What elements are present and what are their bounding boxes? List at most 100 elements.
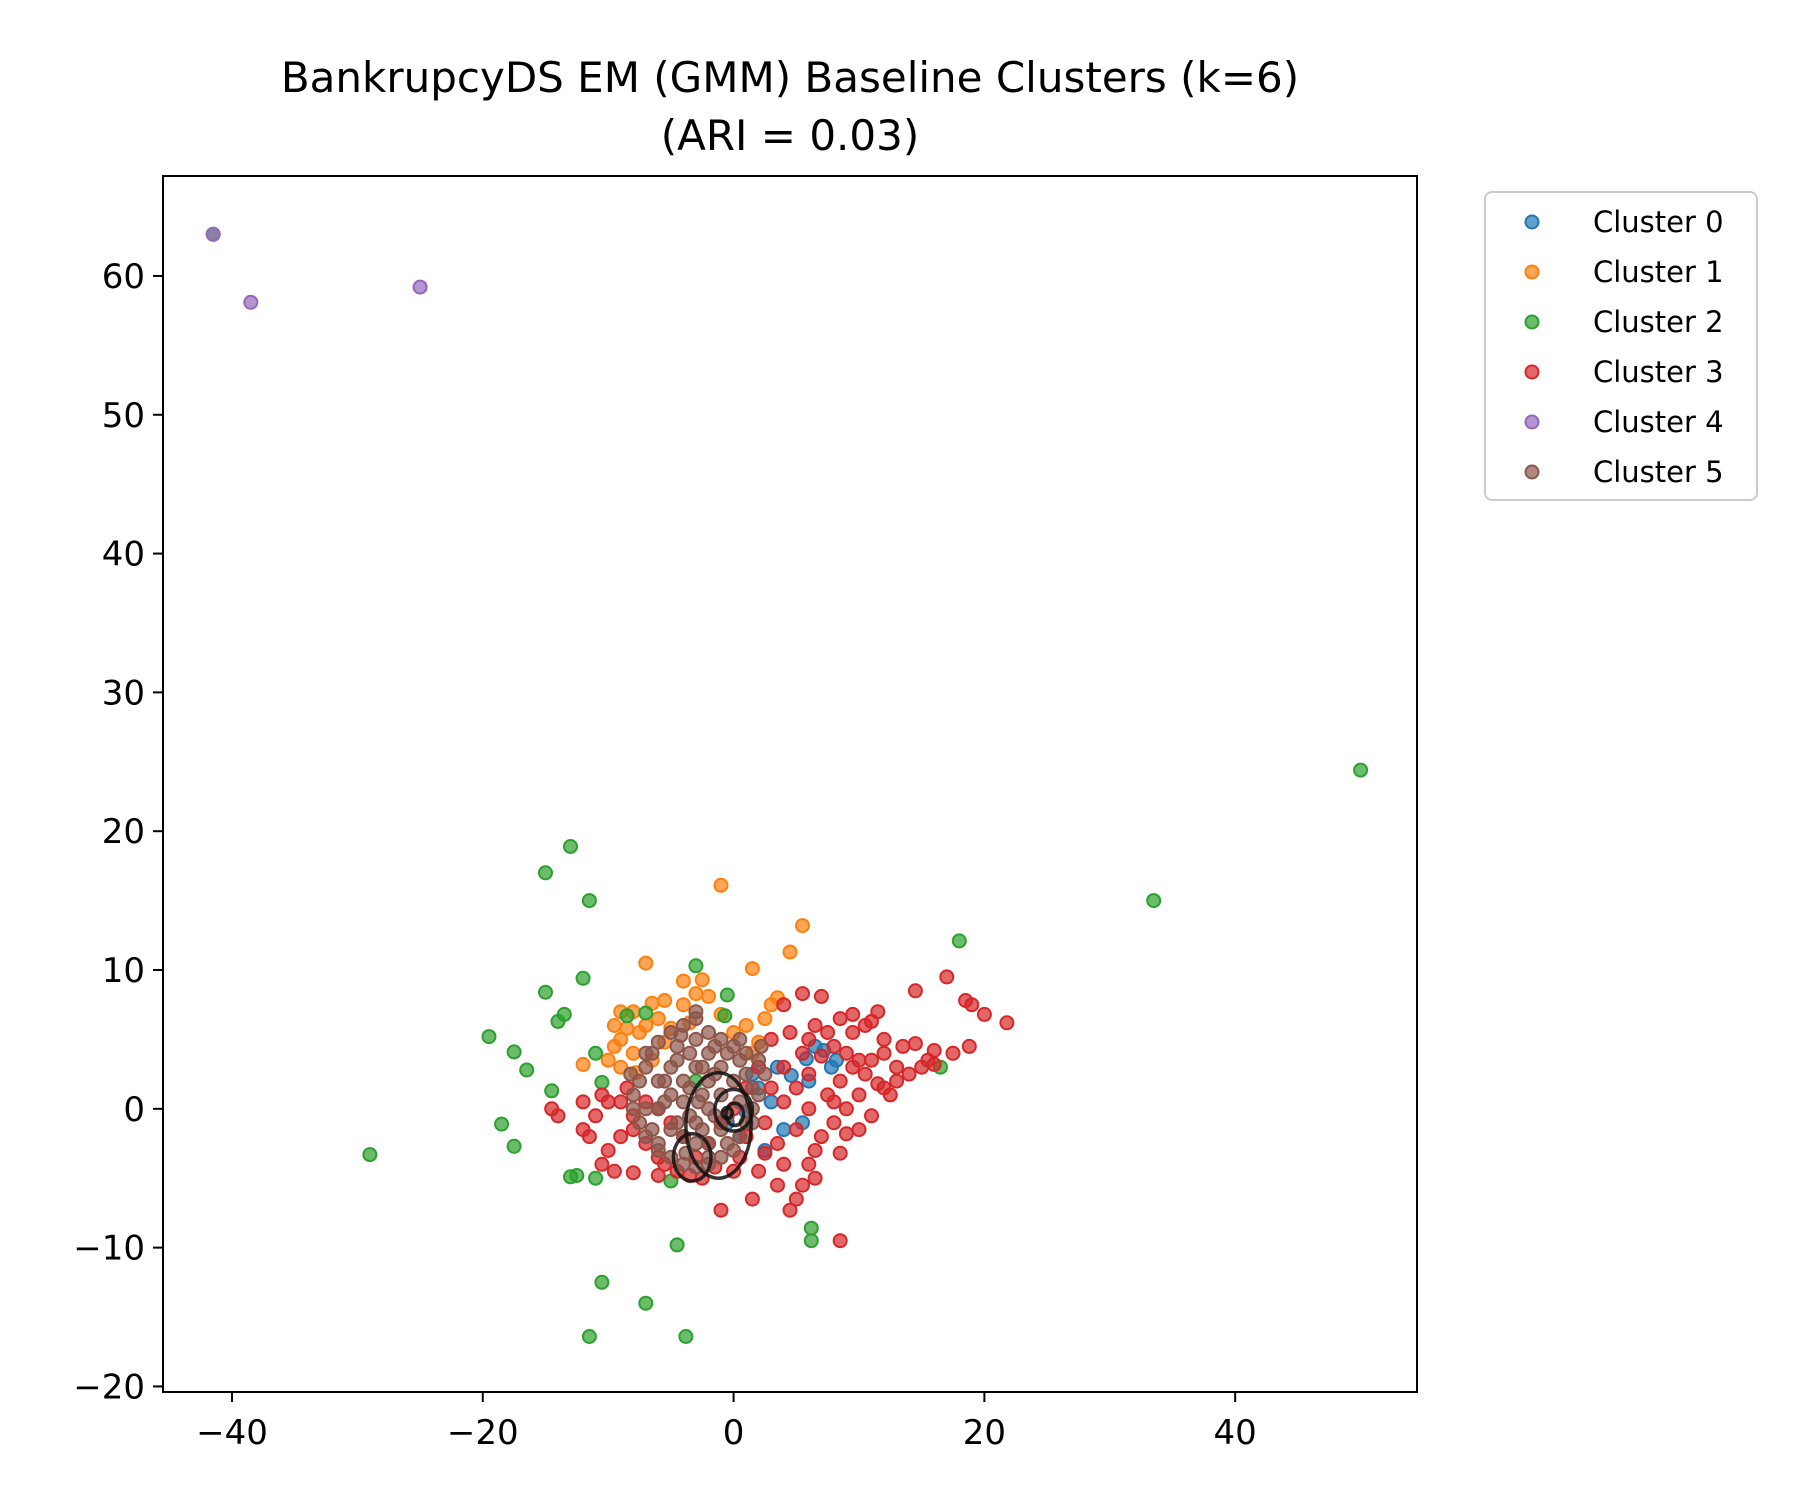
cluster-3-point [807,1143,823,1158]
cluster-0-point [763,1094,779,1110]
cluster-3-point [826,1115,842,1131]
cluster-3-point [901,1066,917,1082]
cluster-1-point [688,986,704,1002]
cluster-3-point [976,1006,992,1022]
cluster-1-point [713,877,729,893]
cluster-2-point [538,984,553,1000]
y-tick-label: 10 [102,951,145,991]
cluster-3-point [763,1080,779,1096]
gmm-ellipse [724,1101,746,1128]
cluster-3-point [813,1129,829,1145]
cluster-2-point [506,1138,522,1154]
cluster-3-point [776,997,792,1013]
cluster-3-point [801,1156,817,1172]
cluster-5-point [669,1115,685,1131]
cluster-5-point [669,1052,685,1068]
legend-frame [1484,191,1758,501]
cluster-3-point [795,1177,810,1193]
cluster-3-point [826,1094,842,1110]
cluster-1-point [613,1059,629,1075]
chart-subtitle: (ARI = 0.03) [661,111,919,160]
cluster-5-point [701,1025,716,1040]
cluster-2-point [494,1116,510,1132]
plot-frame [162,175,1418,1393]
cluster-2-point [563,1169,578,1185]
cluster-3-point [613,1129,629,1145]
cluster-3-point [788,1122,804,1138]
y-tick-label: 0 [123,1090,145,1130]
cluster-3-point [864,1108,879,1124]
cluster-3-point [826,1038,842,1054]
cluster-1-point [625,1045,641,1061]
cluster-1-point [575,1056,591,1072]
cluster-3-point [751,1163,767,1179]
cluster-5-point [744,1080,760,1096]
cluster-1-point [606,1038,622,1054]
x-tick-label: 20 [963,1413,1006,1453]
cluster-3-point [926,1043,942,1058]
cluster-5-point [644,1122,660,1138]
cluster-5-point [638,1101,654,1117]
cluster-1-point [675,997,691,1013]
cluster-3-point [876,1031,892,1047]
cluster-2-point [688,958,704,974]
cluster-3-point [820,1025,836,1040]
cluster-3-point [625,1165,641,1181]
cluster-3-point [851,1087,867,1103]
cluster-1-point [657,993,673,1008]
cluster-2-point [519,1062,535,1078]
cluster-2-point [951,933,967,949]
cluster-3-point [845,1025,861,1040]
legend-marker [1524,214,1540,230]
cluster-2-point [588,1045,604,1061]
cluster-3-point [713,1202,729,1218]
y-tick-label: 30 [102,673,145,713]
cluster-3-point [958,993,974,1008]
cluster-3-point [801,1066,817,1082]
cluster-3-point [832,1233,848,1249]
cluster-5-point [625,1101,641,1117]
cluster-2-point [588,1170,604,1186]
cluster-5-point [694,1059,710,1075]
legend-label: Cluster 2 [1593,305,1724,339]
cluster-1-point [606,1018,622,1033]
cluster-3-point [801,1031,817,1047]
y-tick-label: −10 [73,1229,145,1269]
cluster-0-point [776,1122,792,1138]
cluster-2-point [1353,762,1369,778]
cluster-5-point [751,1052,767,1068]
cluster-3-point [770,1136,785,1151]
cluster-3-point [882,1087,898,1103]
cluster-3-point [776,1059,792,1075]
cluster-2-point [594,1274,610,1290]
legend-label: Cluster 4 [1593,405,1724,439]
cluster-4-point [205,226,221,242]
chart-title: BankrupcyDS EM (GMM) Baseline Clusters (… [281,53,1299,102]
cluster-3-point [807,1170,823,1186]
y-tick-label: 40 [102,535,145,575]
gmm-ellipses [671,1071,755,1183]
cluster-3-point [770,1177,785,1193]
cluster-5-point [682,1045,698,1061]
x-tick-label: −20 [447,1413,519,1453]
cluster-5-point [657,1094,673,1110]
cluster-3-point [807,1018,823,1033]
gmm-ellipse [684,1071,753,1180]
cluster-0-point [828,1052,844,1068]
cluster-3-point [832,1073,848,1089]
cluster-3-point [889,1073,905,1089]
y-tick-label: 50 [102,396,145,436]
cluster-3-point [961,1038,977,1054]
cluster-2-point [638,1005,654,1021]
cluster-3-point [795,1045,810,1061]
cluster-1-point [757,1011,773,1027]
gmm-ellipse [671,1132,713,1183]
legend-label: Cluster 1 [1593,255,1724,289]
cluster-3-point [575,1122,591,1138]
cluster-1-point [782,944,798,960]
cluster-3-point [744,1191,760,1207]
cluster-2-point [638,1295,654,1311]
points-layer [205,226,1369,1344]
cluster-1-point [701,988,716,1004]
cluster-3-point [870,1076,886,1092]
